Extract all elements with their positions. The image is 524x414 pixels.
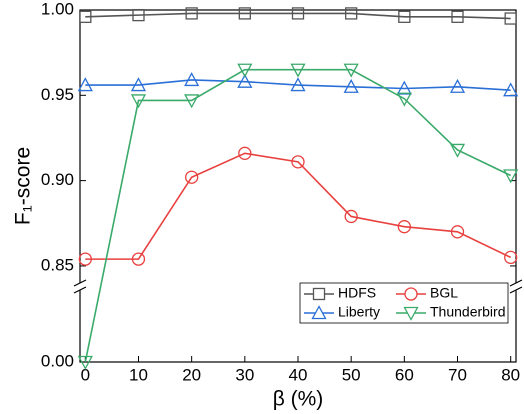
x-tick-label: 0 — [81, 365, 90, 384]
legend-label: HDFS — [338, 285, 376, 301]
y-axis-label: F₁-score — [12, 147, 35, 225]
series-line — [84, 68, 512, 363]
marker — [185, 170, 199, 184]
x-tick-label: 60 — [395, 365, 414, 384]
marker — [398, 10, 411, 23]
marker — [78, 252, 92, 266]
marker — [238, 7, 251, 20]
marker — [131, 252, 146, 266]
marker — [450, 225, 465, 239]
marker — [185, 7, 198, 20]
y-tick-label: 0.85 — [41, 255, 74, 274]
marker — [451, 10, 464, 23]
axis-break-gap — [513, 283, 519, 290]
marker — [237, 73, 253, 88]
marker — [130, 77, 147, 92]
marker — [343, 63, 359, 78]
y-tick-label: 0.90 — [41, 170, 74, 189]
marker — [449, 78, 466, 93]
marker — [290, 77, 306, 92]
y-tick-label: 0.95 — [41, 85, 74, 104]
legend-label: Liberty — [338, 304, 380, 320]
axis-break-mark — [509, 286, 523, 294]
marker — [343, 78, 359, 93]
marker — [504, 250, 518, 265]
axis-break-mark — [509, 279, 523, 287]
legend: HDFS BGL Liberty Thunderbird — [299, 282, 509, 324]
x-tick-label: 70 — [448, 365, 467, 384]
marker — [184, 72, 200, 87]
marker — [238, 146, 252, 160]
marker — [291, 155, 305, 169]
series-line — [85, 79, 511, 91]
axis-break-mark — [73, 286, 87, 294]
marker — [311, 305, 327, 320]
marker — [404, 287, 418, 301]
legend-label: BGL — [430, 285, 458, 301]
marker — [237, 63, 253, 78]
marker — [77, 355, 93, 370]
x-tick-label: 40 — [289, 365, 308, 384]
x-tick-label: 20 — [182, 365, 201, 384]
legend-box — [299, 282, 509, 324]
y-tick-label: 0.00 — [41, 351, 74, 370]
series-line — [85, 152, 512, 260]
marker — [345, 7, 358, 20]
x-tick-label: 30 — [235, 365, 254, 384]
x-axis-label: β (%) — [273, 388, 324, 411]
x-tick-label: 80 — [501, 365, 520, 384]
marker — [290, 63, 306, 78]
marker — [397, 220, 411, 234]
marker — [449, 143, 466, 158]
marker — [184, 94, 200, 109]
y-tick-label: 1.00 — [41, 0, 74, 18]
marker — [344, 209, 358, 224]
marker — [403, 306, 419, 321]
x-tick-label: 10 — [129, 365, 148, 384]
legend-label: Thunderbird — [430, 304, 506, 320]
marker — [396, 92, 412, 107]
axis-break-gap — [77, 283, 83, 290]
marker — [503, 169, 519, 184]
marker — [130, 94, 147, 109]
marker — [503, 82, 519, 97]
marker — [504, 12, 517, 25]
series-line — [85, 12, 511, 20]
marker — [312, 287, 326, 301]
marker — [79, 10, 92, 23]
marker — [396, 80, 412, 95]
marker — [132, 8, 145, 22]
marker — [77, 77, 93, 92]
marker — [291, 7, 305, 20]
axis-break-mark — [73, 279, 87, 287]
x-tick-label: 50 — [342, 365, 361, 384]
